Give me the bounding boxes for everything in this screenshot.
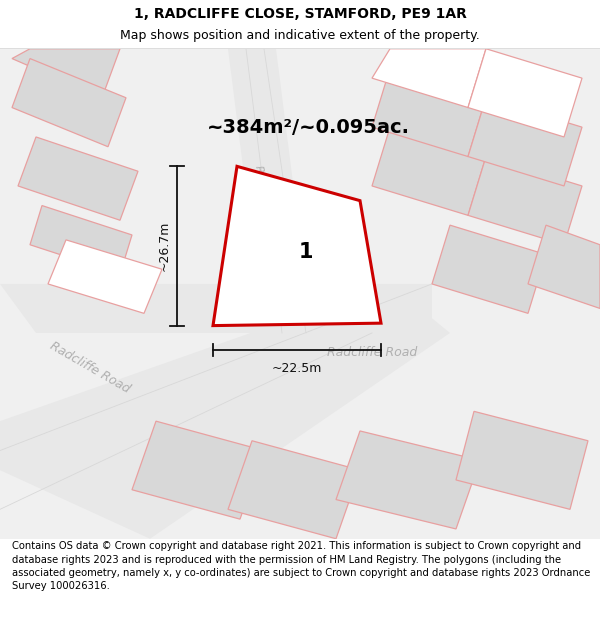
Text: Contains OS data © Crown copyright and database right 2021. This information is : Contains OS data © Crown copyright and d… bbox=[12, 541, 590, 591]
Polygon shape bbox=[30, 206, 132, 274]
Polygon shape bbox=[12, 49, 120, 98]
Polygon shape bbox=[0, 284, 432, 333]
Polygon shape bbox=[528, 225, 600, 309]
Polygon shape bbox=[372, 68, 486, 156]
Polygon shape bbox=[468, 49, 582, 137]
Text: ~22.5m: ~22.5m bbox=[272, 362, 322, 376]
Polygon shape bbox=[48, 240, 162, 313]
Text: 1, RADCLIFFE CLOSE, STAMFORD, PE9 1AR: 1, RADCLIFFE CLOSE, STAMFORD, PE9 1AR bbox=[134, 7, 466, 21]
Polygon shape bbox=[228, 49, 312, 333]
Text: Map shows position and indicative extent of the property.: Map shows position and indicative extent… bbox=[120, 29, 480, 42]
Polygon shape bbox=[0, 284, 450, 539]
Polygon shape bbox=[18, 137, 138, 220]
Polygon shape bbox=[372, 127, 486, 216]
Polygon shape bbox=[456, 411, 588, 509]
Text: Radcliffe Road: Radcliffe Road bbox=[47, 339, 133, 396]
Text: 1: 1 bbox=[299, 242, 313, 262]
Polygon shape bbox=[468, 156, 582, 245]
Polygon shape bbox=[228, 441, 360, 539]
Polygon shape bbox=[132, 421, 264, 519]
Text: Radcliffe Close: Radcliffe Close bbox=[254, 164, 280, 247]
Polygon shape bbox=[468, 98, 582, 186]
Polygon shape bbox=[432, 225, 546, 313]
Polygon shape bbox=[372, 49, 486, 108]
Polygon shape bbox=[213, 166, 381, 326]
Text: Radcliffe Road: Radcliffe Road bbox=[327, 346, 417, 359]
Text: ~384m²/~0.095ac.: ~384m²/~0.095ac. bbox=[207, 118, 410, 137]
Text: ~26.7m: ~26.7m bbox=[158, 221, 171, 271]
Polygon shape bbox=[336, 431, 480, 529]
Polygon shape bbox=[12, 59, 126, 147]
